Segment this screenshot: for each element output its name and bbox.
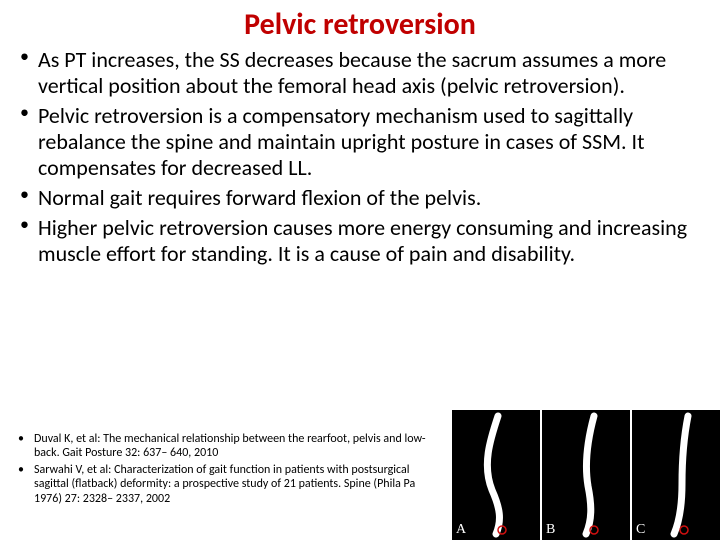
bullet-item: Pelvic retroversion is a compensatory me… bbox=[14, 103, 706, 181]
panel-label: A bbox=[456, 522, 466, 538]
reference-item: Duval K, et al: The mechanical relations… bbox=[14, 432, 438, 461]
spine-figure: A B C bbox=[452, 410, 720, 540]
bullet-item: Normal gait requires forward flexion of … bbox=[14, 185, 706, 211]
main-bullet-list: As PT increases, the SS decreases becaus… bbox=[6, 47, 714, 267]
spine-panel: C bbox=[632, 410, 720, 540]
reference-item: Sarwahi V, et al: Characterization of ga… bbox=[14, 463, 438, 506]
spine-panel: A bbox=[452, 410, 540, 540]
reference-list: Duval K, et al: The mechanical relations… bbox=[6, 432, 446, 508]
spine-panel: B bbox=[542, 410, 630, 540]
bullet-item: As PT increases, the SS decreases becaus… bbox=[14, 47, 706, 99]
panel-label: C bbox=[636, 522, 645, 538]
spine-curve-icon bbox=[632, 410, 720, 540]
slide-title: Pelvic retroversion bbox=[6, 6, 714, 43]
spine-curve-icon bbox=[542, 410, 630, 540]
bullet-item: Higher pelvic retroversion causes more e… bbox=[14, 215, 706, 267]
panel-label: B bbox=[546, 522, 555, 538]
spine-curve-icon bbox=[452, 410, 540, 540]
